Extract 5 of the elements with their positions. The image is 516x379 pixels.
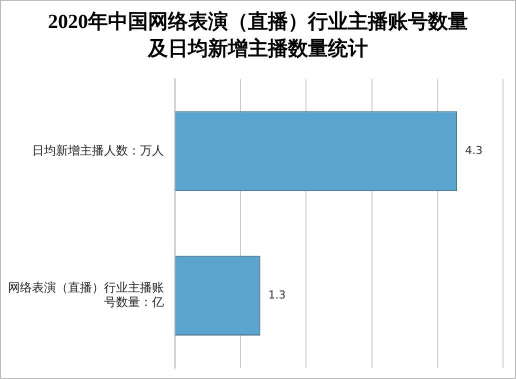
data-label: 1.3 bbox=[268, 288, 286, 302]
data-label: 4.3 bbox=[465, 144, 483, 158]
chart-title: 2020年中国网络表演（直播）行业主播账号数量及日均新增主播数量统计 bbox=[47, 10, 469, 62]
y-tick-label: 网络表演（直播）行业主播账号数量：亿 bbox=[8, 280, 164, 309]
y-tick-label: 日均新增主播人数：万人 bbox=[32, 143, 164, 158]
